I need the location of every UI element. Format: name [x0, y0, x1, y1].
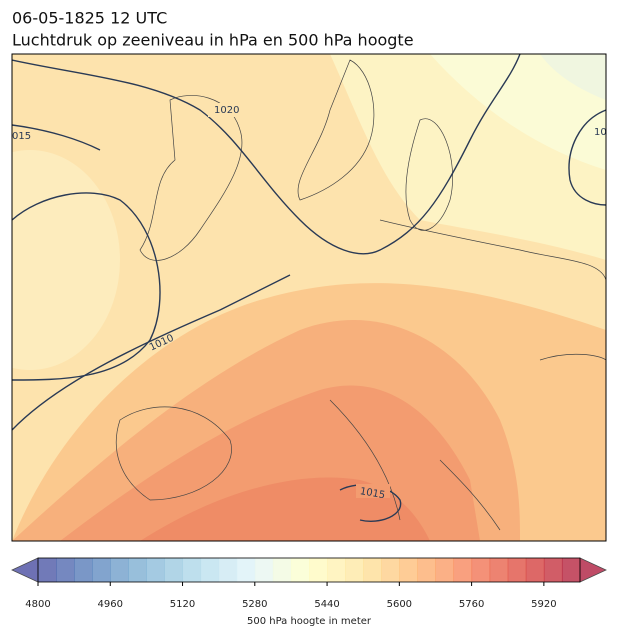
colorbar-cell [435, 558, 455, 582]
colorbar-cell [345, 558, 364, 582]
contour-label: 10 [594, 127, 607, 138]
colorbar-cell [164, 558, 184, 582]
colorbar-cell [128, 558, 147, 582]
colorbar-cell [309, 558, 328, 582]
map: 1020 015 1010 1015 10 [12, 54, 607, 541]
map-frame [11, 53, 607, 542]
colorbar-extend [11, 557, 39, 583]
colorbar-tick-label: 5600 [387, 599, 412, 610]
colorbar-tick-label: 5120 [170, 599, 195, 610]
colorbar-tick-label: 4800 [25, 599, 50, 610]
subtitle: Luchtdruk op zeeniveau in hPa en 500 hPa… [12, 31, 414, 50]
colorbar-cell [471, 558, 491, 582]
colorbar-cell [254, 558, 274, 582]
colorbar-cell [453, 558, 473, 582]
colorbar: 4800 4960 5120 5280 5440 5600 5760 5920 [11, 557, 607, 610]
colorbar-cell [507, 558, 527, 582]
colorbar-cell [92, 558, 111, 582]
colorbar-tick-label: 5920 [531, 599, 556, 610]
colorbar-cell [218, 558, 238, 582]
colorbar-cell [417, 558, 436, 582]
colorbar-tick-label: 5280 [242, 599, 267, 610]
colorbar-cell [543, 558, 563, 582]
colorbar-extend [579, 557, 607, 583]
colorbar-cell [236, 558, 256, 582]
colorbar-cell [489, 558, 509, 582]
colorbar-label: 500 hPa hoogte in meter [247, 616, 372, 627]
colorbar-cell [399, 558, 418, 582]
colorbar-cell [110, 558, 129, 582]
colorbar-cell [182, 558, 202, 582]
contour-label: 1020 [214, 105, 239, 116]
title: 06-05-1825 12 UTC [12, 9, 167, 28]
colorbar-cell [290, 558, 310, 582]
colorbar-cell [200, 558, 220, 582]
colorbar-cell [525, 558, 545, 582]
colorbar-tick-label: 5440 [314, 599, 339, 610]
colorbar-cell [74, 558, 93, 582]
colorbar-tick-label: 4960 [98, 599, 123, 610]
colorbar-cell [38, 558, 57, 582]
colorbar-cell [381, 558, 400, 582]
colorbar-cell [146, 558, 165, 582]
colorbar-cell [363, 558, 382, 582]
colorbar-cell [272, 558, 292, 582]
contour-label: 1015 [359, 486, 386, 501]
colorbar-cell [561, 558, 581, 582]
colorbar-cell [56, 558, 75, 582]
colorbar-cell [327, 558, 346, 582]
colorbar-tick-label: 5760 [459, 599, 484, 610]
colorbar-frame [37, 557, 581, 583]
contour-label: 015 [12, 131, 31, 142]
